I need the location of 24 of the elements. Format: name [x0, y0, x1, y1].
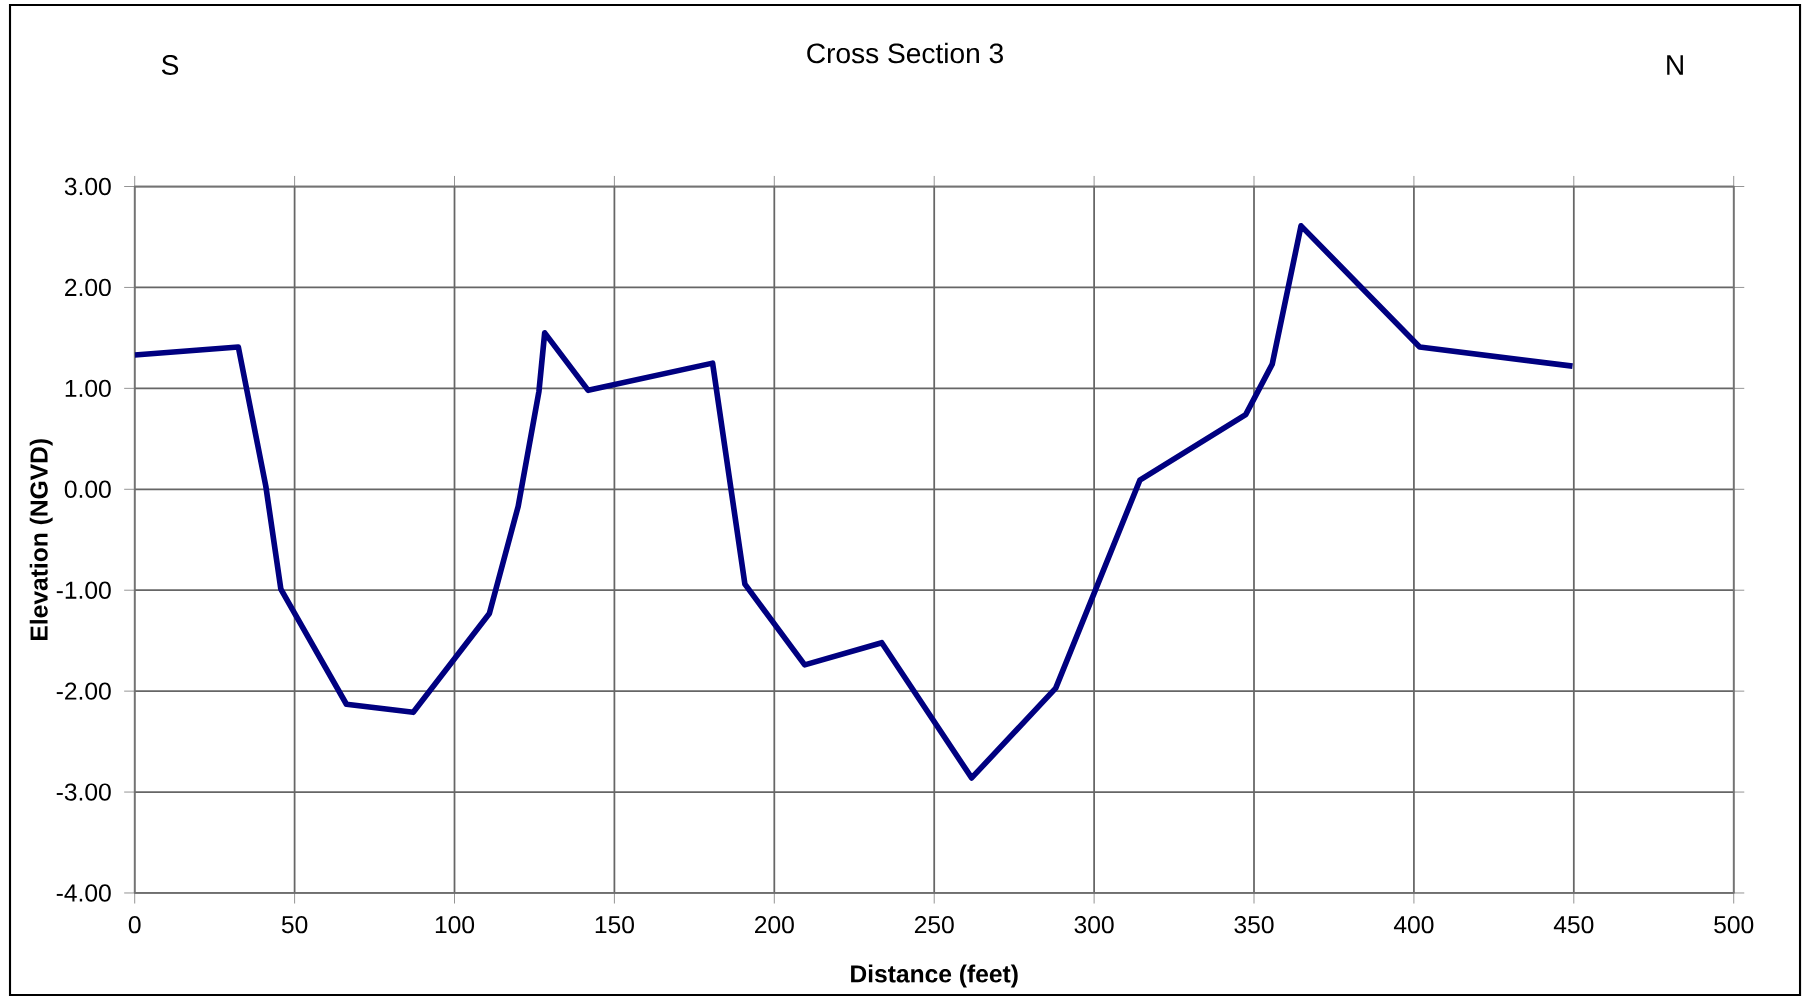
- y-tick-label: -4.00: [56, 884, 111, 902]
- x-tick-label: 150: [595, 915, 634, 934]
- y-tick-label: 1.00: [65, 379, 111, 398]
- y-tick-label: 0.00: [64, 480, 111, 498]
- x-tick-label: 50: [281, 915, 308, 934]
- y-tick-label: 3.00: [64, 177, 111, 196]
- x-tick-label: 300: [1074, 915, 1114, 934]
- x-tick-label: 350: [1234, 915, 1274, 934]
- x-tick-label: 450: [1553, 915, 1594, 934]
- x-tick-label: 500: [1714, 915, 1754, 934]
- x-tick-label: 250: [914, 915, 954, 934]
- y-axis-title: Elevation (NGVD): [29, 439, 53, 640]
- x-tick-label: 200: [755, 915, 794, 934]
- y-tick-label: 2.00: [65, 278, 111, 297]
- chart-title: Cross Section 3: [807, 42, 1003, 64]
- x-tick-label: 400: [1393, 915, 1434, 934]
- x-axis-title: Distance (feet): [851, 964, 1018, 988]
- y-tick-label: -3.00: [56, 783, 111, 801]
- y-tick-label: -1.00: [56, 581, 111, 599]
- x-tick-label: 100: [435, 915, 475, 934]
- y-tick-label: -2.00: [56, 682, 111, 700]
- text: S: [161, 55, 179, 75]
- text: N: [1667, 55, 1683, 75]
- x-tick-label: 0: [128, 915, 141, 934]
